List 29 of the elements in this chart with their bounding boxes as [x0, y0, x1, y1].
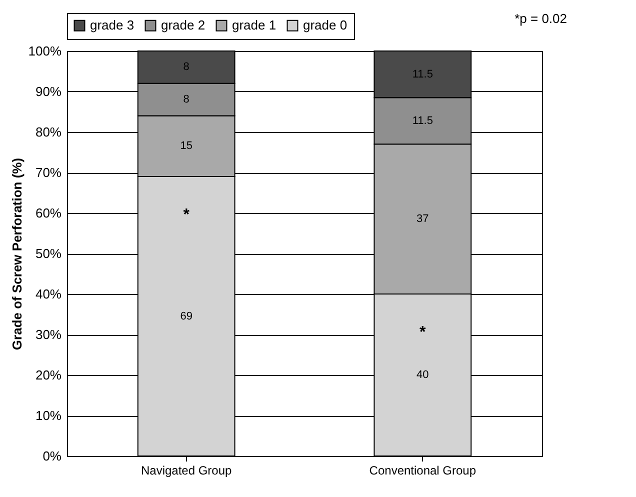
y-tick-label: 0%	[42, 448, 62, 464]
y-axis-title: Grade of Screw Perforation (%)	[9, 158, 24, 350]
data-label: 15	[180, 140, 192, 152]
data-label: 11.5	[412, 68, 433, 80]
y-tick-label: 10%	[35, 408, 62, 423]
y-tick-label: 50%	[35, 246, 62, 261]
y-tick-label: 20%	[35, 368, 62, 382]
legend-label: grade 3	[90, 18, 134, 33]
annotation: *	[183, 206, 190, 224]
y-tick-label: 60%	[35, 206, 62, 220]
legend-label: grade 1	[232, 18, 276, 33]
data-label: 8	[183, 61, 190, 74]
y-tick-label: 90%	[35, 84, 62, 99]
data-label: 8	[183, 94, 190, 106]
data-label: 11.5	[412, 114, 433, 127]
y-tick-label: 80%	[35, 124, 62, 140]
annotation: *	[420, 324, 427, 341]
data-label: 37	[416, 213, 429, 226]
x-tick-label: Conventional Group	[369, 464, 476, 478]
x-tick-label: Navigated Group	[140, 464, 232, 478]
y-tick-label: 40%	[35, 286, 62, 302]
data-label: 69	[180, 310, 192, 322]
text: *p = 0.02	[514, 11, 567, 26]
y-tick-label: 70%	[35, 165, 62, 180]
data-label: 40	[416, 369, 429, 381]
legend-label: grade 0	[303, 18, 348, 33]
y-tick-label: 30%	[35, 327, 62, 342]
legend-label: grade 2	[161, 18, 206, 33]
y-tick-label: 100%	[28, 44, 62, 58]
